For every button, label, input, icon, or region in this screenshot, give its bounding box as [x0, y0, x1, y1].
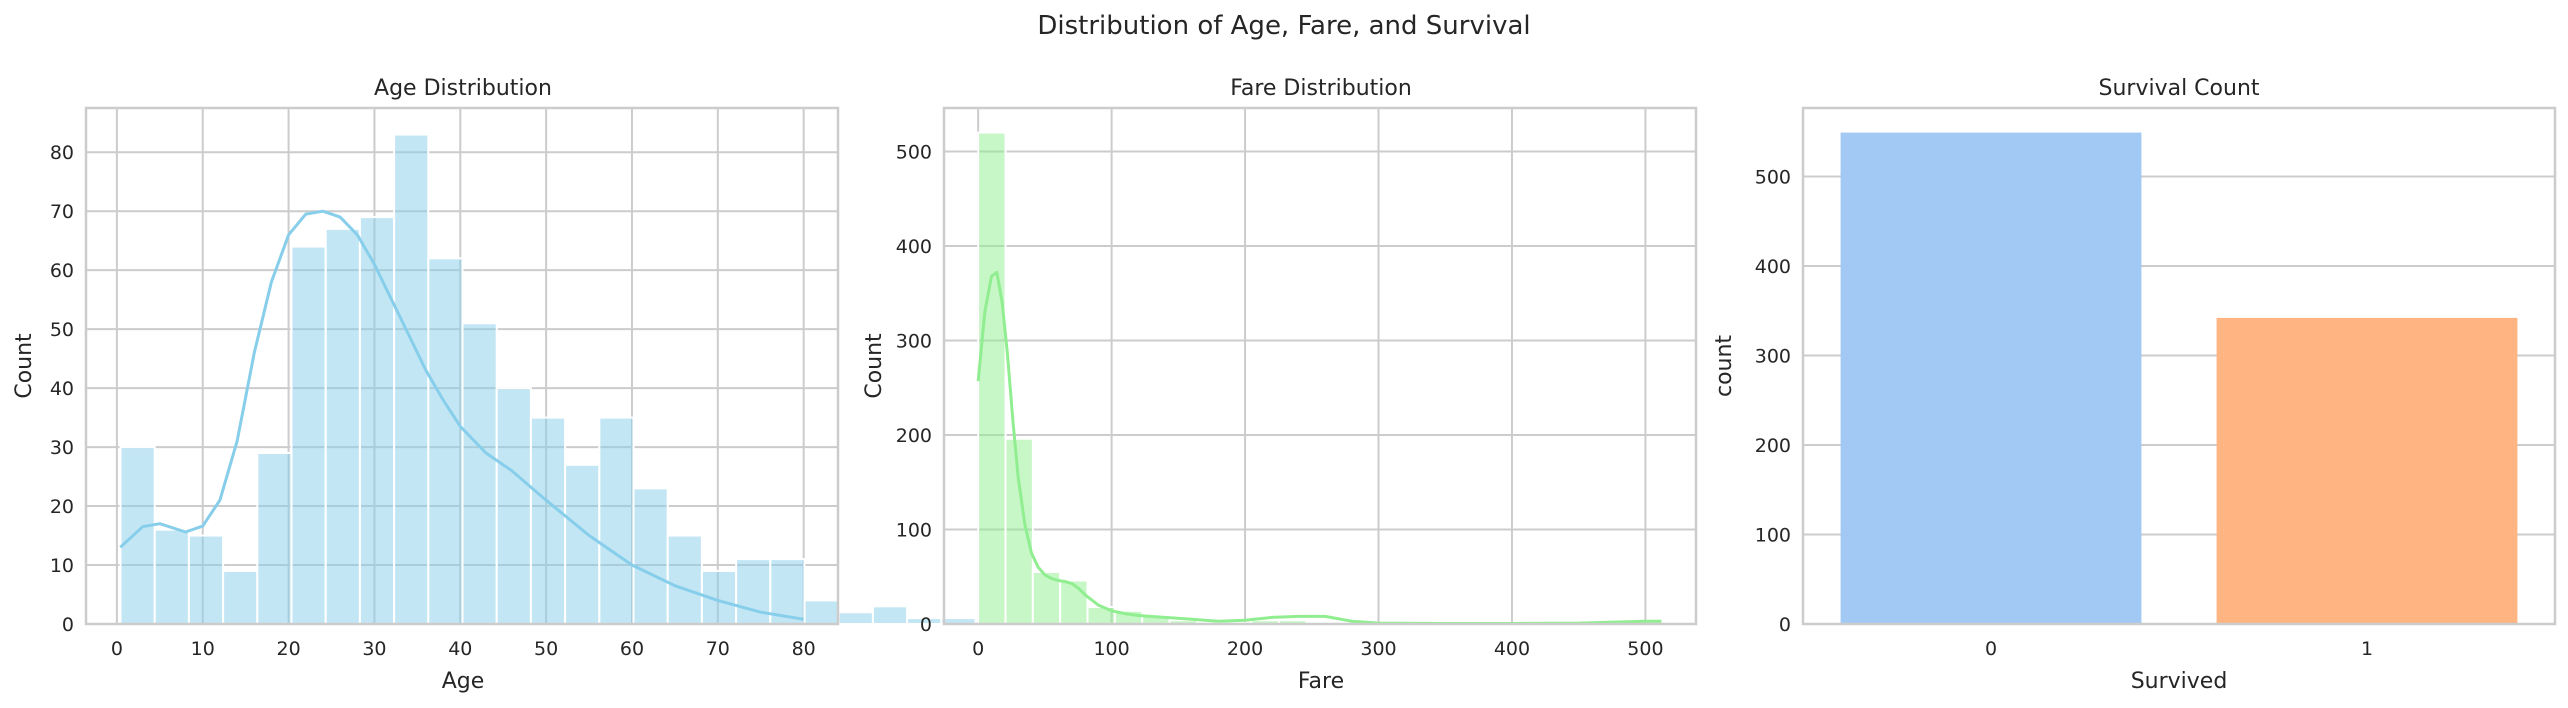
- panel-survival-ticks: 0 100 200 300 400 500 0 1: [1755, 166, 2373, 660]
- survival-bar-1: [2216, 317, 2518, 624]
- fare-hist-bar: [977, 131, 1007, 625]
- panel-fare-frame: [942, 106, 1698, 626]
- survival-ytick-label: 300: [1755, 345, 1791, 367]
- age-hist-bar: [495, 387, 532, 625]
- survival-xtick-label: 0: [1985, 638, 1997, 660]
- age-ytick-label: 40: [50, 378, 74, 400]
- age-hist-bar: [119, 446, 156, 626]
- panel-fare-xlabel: Fare: [1298, 669, 1344, 694]
- fare-xtick-label: 100: [1093, 638, 1129, 660]
- fare-ytick-label: 400: [896, 236, 932, 258]
- age-hist-bar: [256, 451, 293, 625]
- fare-hist-bar: [1059, 579, 1089, 625]
- survival-bar-0: [1840, 132, 2142, 624]
- panel-survival-marks: [1840, 132, 2518, 624]
- survival-ytick-label: 100: [1755, 524, 1791, 546]
- age-hist-bar: [871, 605, 909, 626]
- age-hist-bar: [564, 463, 601, 625]
- fare-xtick-label: 0: [972, 638, 984, 660]
- panel-age-ylabel: Count: [12, 333, 37, 399]
- fare-ytick-label: 0: [920, 614, 932, 636]
- age-xtick-label: 50: [534, 638, 558, 660]
- fare-xtick-label: 300: [1360, 638, 1396, 660]
- fare-ytick-label: 100: [896, 519, 932, 541]
- panel-age-title: Age Distribution: [374, 76, 552, 101]
- age-ytick-label: 80: [50, 142, 74, 164]
- survival-ytick-label: 500: [1755, 166, 1791, 188]
- survival-ytick-label: 0: [1779, 614, 1791, 636]
- age-ytick-label: 50: [50, 319, 74, 341]
- age-hist-bar: [803, 599, 840, 626]
- age-hist-bar: [393, 133, 430, 625]
- panel-age-marks: [119, 133, 977, 626]
- panel-survival-ylabel: count: [1712, 335, 1737, 397]
- age-ytick-label: 30: [50, 437, 74, 459]
- age-hist-bar: [290, 245, 327, 625]
- age-hist-bar: [598, 416, 635, 625]
- age-xtick-label: 40: [448, 638, 472, 660]
- age-ytick-label: 20: [50, 496, 74, 518]
- fare-xtick-label: 500: [1627, 638, 1663, 660]
- age-hist-bar: [666, 534, 703, 625]
- panel-survival-title: Survival Count: [2098, 76, 2259, 101]
- age-hist-bar: [358, 216, 396, 625]
- panel-age-ticks: 0 10 20 30 40 50 60 70 80 0 10 20 30 40 50 60 70 80: [50, 142, 816, 660]
- age-hist-bar: [461, 322, 498, 625]
- panel-fare: Fare Distribution 0 100 200 300 400 500 0 100 20…: [862, 76, 1698, 694]
- age-hist-bar: [187, 534, 225, 625]
- age-xtick-label: 10: [191, 638, 215, 660]
- panel-fare-grid: [944, 108, 1696, 625]
- survival-xtick-label: 1: [2361, 638, 2373, 660]
- panel-fare-marks: [976, 131, 1663, 626]
- fare-hist-bar: [1004, 437, 1034, 625]
- panel-fare-title: Fare Distribution: [1230, 76, 1412, 101]
- panel-fare-ylabel: Count: [862, 333, 887, 399]
- panel-fare-ticks: 0 100 200 300 400 500 0 100 200 300 400 500: [896, 141, 1664, 660]
- age-hist-bar: [769, 558, 806, 625]
- figure-suptitle: Distribution of Age, Fare, and Survival: [1037, 11, 1530, 41]
- age-hist-bar: [324, 227, 361, 626]
- age-kde-line: [119, 209, 804, 621]
- fare-ytick-label: 300: [896, 330, 932, 352]
- survival-ytick-label: 400: [1755, 256, 1791, 278]
- age-xtick-label: 20: [276, 638, 300, 660]
- age-ytick-label: 60: [50, 260, 74, 282]
- age-hist-bar: [153, 528, 190, 625]
- survival-ytick-label: 200: [1755, 435, 1791, 457]
- age-xtick-label: 30: [362, 638, 386, 660]
- panel-survival-xlabel: Survived: [2131, 669, 2228, 694]
- age-xtick-label: 0: [111, 638, 123, 660]
- fare-ytick-label: 500: [896, 141, 932, 163]
- age-xtick-label: 60: [620, 638, 644, 660]
- panel-age-xlabel: Age: [442, 669, 485, 694]
- fare-ytick-label: 200: [896, 425, 932, 447]
- age-hist-bar: [222, 569, 259, 626]
- age-xtick-label: 70: [706, 638, 730, 660]
- age-hist-bar: [632, 487, 669, 626]
- fare-kde-line: [976, 270, 1662, 625]
- age-ytick-label: 0: [62, 614, 74, 636]
- panel-age: Age Distribution 0 10 20 30 40 50 60 70 80 0 10 20 3…: [12, 76, 977, 694]
- age-hist-bar: [529, 416, 567, 625]
- age-ytick-label: 10: [50, 555, 74, 577]
- age-hist-bar: [837, 611, 874, 625]
- age-hist-bar: [427, 257, 464, 625]
- panel-age-frame: [84, 106, 840, 626]
- panel-survival: Survival Count 0 100 200 300 400 500 0 1 Surviv…: [1712, 76, 2557, 694]
- age-xtick-label: 80: [792, 638, 816, 660]
- age-ytick-label: 70: [50, 201, 74, 223]
- panel-survival-frame: [1801, 106, 2557, 626]
- fare-xtick-label: 200: [1227, 638, 1263, 660]
- fare-xtick-label: 400: [1494, 638, 1530, 660]
